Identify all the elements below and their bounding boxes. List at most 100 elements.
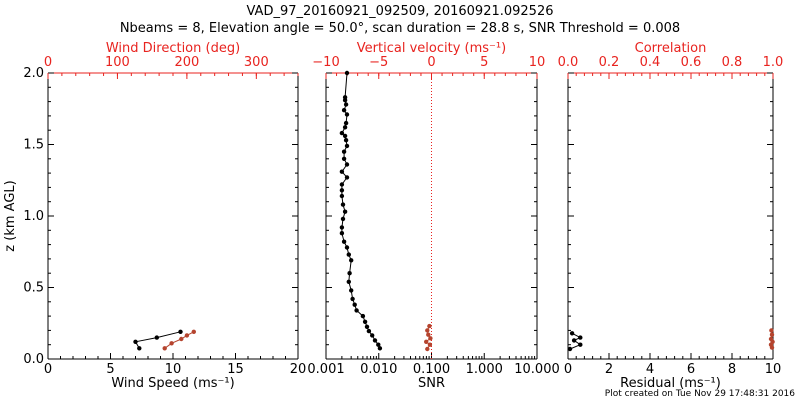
data-point-residual <box>567 346 573 352</box>
x-tick-label: 10 <box>165 362 182 377</box>
data-point-vertical-velocity <box>425 328 430 333</box>
data-point-snr <box>343 102 349 107</box>
data-point-snr <box>344 175 350 180</box>
y-tick-label: 1.0 <box>23 209 44 224</box>
data-point-correlation <box>768 336 774 342</box>
data-point-vertical-velocity <box>426 332 431 337</box>
data-point-snr <box>350 296 355 302</box>
data-point-wind-direction <box>162 346 167 351</box>
data-point-snr <box>346 252 351 257</box>
top-axis-label: Vertical velocity (ms⁻¹) <box>357 41 506 56</box>
top-tick-label: 1.0 <box>763 55 784 70</box>
data-point-wind-direction <box>184 333 190 338</box>
data-point-snr <box>370 333 375 338</box>
top-tick-label: 300 <box>244 55 269 70</box>
y-tick-label: 1.5 <box>23 138 44 153</box>
x-tick-label: 0 <box>564 362 572 377</box>
series-line-wind-speed <box>134 331 181 349</box>
data-point-snr <box>339 231 345 236</box>
x-tick-label: 10.000 <box>514 362 560 377</box>
data-point-wind-speed <box>154 335 159 340</box>
top-tick-label: 10 <box>529 55 546 70</box>
data-point-snr <box>362 319 368 324</box>
x-tick-label: 1.000 <box>466 362 503 377</box>
top-tick-label: −10 <box>312 55 339 70</box>
data-point-snr <box>354 308 359 313</box>
x-tick-label: 4 <box>646 362 654 377</box>
y-axis-label: z (km AGL) <box>3 180 18 251</box>
top-tick-label: 100 <box>105 55 130 70</box>
data-point-snr <box>344 162 350 167</box>
data-point-vertical-velocity <box>427 342 433 347</box>
panel-wind: 0.0 0.5 1.0 1.5 2.0 z (km AGL) 0 5 10 15 20 Wind Sp… <box>3 41 306 391</box>
data-point-snr <box>339 188 345 193</box>
top-tick-label: 0.8 <box>722 55 743 70</box>
data-point-snr <box>339 193 345 199</box>
data-point-snr <box>349 288 354 293</box>
x-axis-label: Residual (ms⁻¹) <box>620 376 721 391</box>
data-point-snr <box>339 130 345 136</box>
data-point-snr <box>339 169 345 174</box>
top-tick-label: 5 <box>480 55 488 70</box>
x-tick-label: 8 <box>728 362 736 377</box>
top-tick-label: 0.6 <box>681 55 702 70</box>
data-point-snr <box>342 125 348 130</box>
data-point-snr <box>344 70 350 76</box>
data-point-snr <box>349 258 354 263</box>
data-point-residual <box>578 335 583 340</box>
data-point-snr <box>364 324 370 329</box>
data-point-snr <box>347 271 352 276</box>
data-point-correlation <box>769 332 775 337</box>
data-point-snr <box>341 149 347 154</box>
x-tick-label: 10 <box>765 362 782 377</box>
data-point-snr <box>344 245 350 250</box>
data-point-snr <box>346 279 351 284</box>
x-axis-label: SNR <box>418 376 445 391</box>
data-point-snr <box>376 342 381 347</box>
top-tick-label: −5 <box>369 55 388 70</box>
data-point-snr <box>352 302 357 307</box>
data-point-vertical-velocity <box>428 336 433 341</box>
x-tick-label: 0.010 <box>360 362 397 377</box>
data-point-snr <box>344 143 350 149</box>
data-point-snr <box>344 112 350 117</box>
y-tick-label: 0.0 <box>23 352 44 367</box>
data-point-correlation <box>769 328 774 333</box>
data-point-snr <box>372 338 378 343</box>
data-point-snr <box>342 95 348 100</box>
data-point-snr <box>340 216 346 222</box>
data-point-snr <box>343 138 349 143</box>
x-tick-label: 2 <box>605 362 613 377</box>
data-point-snr <box>360 313 366 319</box>
data-point-snr <box>366 328 372 334</box>
data-point-wind-direction <box>169 341 174 346</box>
data-point-snr <box>340 202 346 207</box>
x-tick-label: 0.001 <box>307 362 344 377</box>
data-point-vertical-velocity <box>424 339 429 344</box>
data-point-wind-speed <box>137 346 142 351</box>
data-point-wind-direction <box>179 336 184 342</box>
x-tick-label: 6 <box>687 362 695 377</box>
top-tick-label: 200 <box>174 55 199 70</box>
data-point-vertical-velocity <box>425 346 430 352</box>
data-point-snr <box>341 156 347 161</box>
top-tick-label: 0.0 <box>558 55 579 70</box>
y-tick-label: 2.0 <box>23 66 44 81</box>
panel-snr: 0.001 0.010 0.100 1.000 10.000 SNR −10 −5 0 5 10 Ve… <box>307 41 559 391</box>
x-tick-label: 0.100 <box>413 362 450 377</box>
data-point-snr <box>341 108 347 113</box>
data-point-residual <box>569 331 575 336</box>
figure-title: VAD_97_20160921_092509, 20160921.092526 <box>247 4 554 19</box>
x-tick-label: 5 <box>106 362 114 377</box>
x-tick-label: 0 <box>44 362 52 377</box>
data-point-snr <box>339 182 345 187</box>
data-point-snr <box>342 133 348 139</box>
panel-residual: 0 2 4 6 8 10 Residual (ms⁻¹) 0.0 0.2 0.4 0.6 0.8 1.0… <box>558 41 784 391</box>
data-point-wind-speed <box>133 339 138 344</box>
y-tick-label: 0.5 <box>23 281 44 296</box>
top-tick-label: 0.4 <box>640 55 661 70</box>
top-axis-label: Correlation <box>635 41 707 56</box>
data-point-wind-speed <box>178 329 183 334</box>
